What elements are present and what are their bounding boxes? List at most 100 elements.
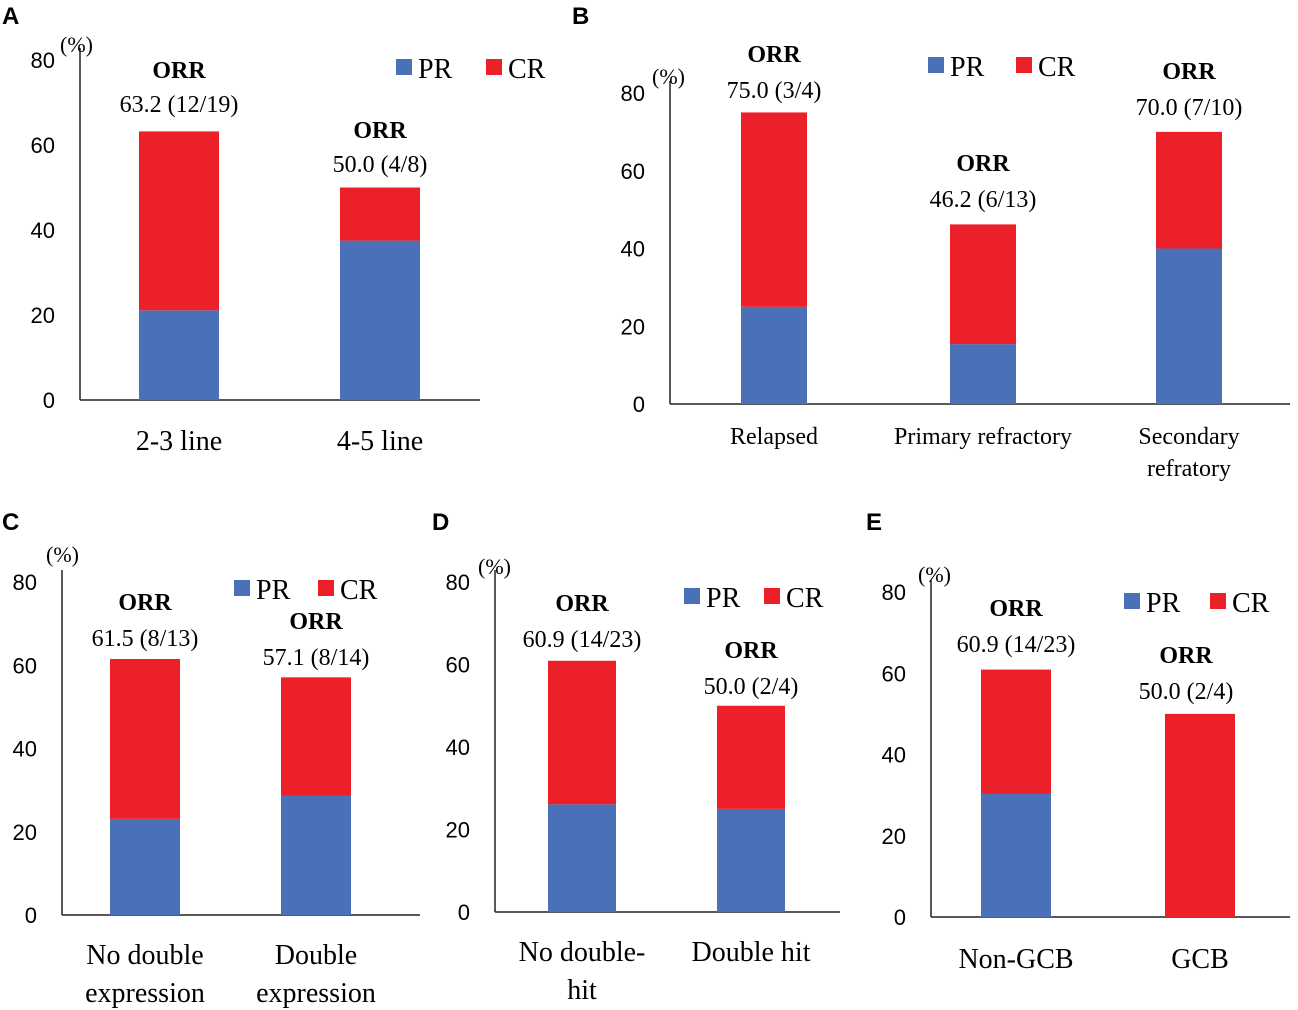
- orr-title: ORR: [152, 58, 206, 84]
- x-category-label: No double: [86, 940, 203, 971]
- orr-value: 61.5 (8/13): [92, 626, 199, 652]
- legend-pr-swatch: [396, 59, 412, 75]
- bar-pr-segment: [139, 310, 219, 400]
- panel-B: B 0 20 40 60 80 (%) Relapsed ORR 75.0 (3/4) Primar…: [572, 3, 1290, 482]
- panel-E: E 0 20 40 60 80 (%) Non-GCB ORR 60.9 (14/23) GCB OR…: [866, 509, 1290, 975]
- y-tick-label: 40: [31, 218, 55, 243]
- panel-letter: C: [2, 509, 19, 536]
- y-tick-label: 60: [13, 653, 37, 678]
- bar-cr-segment: [981, 669, 1051, 794]
- bar-pr-segment: [110, 818, 180, 915]
- legend-cr-label: CR: [786, 583, 824, 614]
- orr-title: ORR: [989, 596, 1043, 622]
- bar-pr-segment: [1156, 248, 1222, 404]
- bar-pr-segment: [340, 240, 420, 400]
- x-category-label: GCB: [1171, 944, 1229, 975]
- legend-cr-swatch: [318, 580, 334, 596]
- y-tick-label: 20: [621, 314, 645, 339]
- orr-value: 60.9 (14/23): [957, 632, 1076, 658]
- legend-cr-swatch: [486, 59, 502, 75]
- legend-pr-swatch: [1124, 593, 1140, 609]
- orr-value: 50.0 (4/8): [333, 152, 428, 178]
- orr-value: 63.2 (12/19): [120, 92, 239, 118]
- x-category-label: Double hit: [692, 937, 811, 968]
- orr-title: ORR: [353, 118, 407, 144]
- x-category-label: Double: [275, 940, 357, 971]
- panel-letter: A: [2, 3, 19, 30]
- orr-value: 46.2 (6/13): [930, 187, 1037, 213]
- bar-pr-segment: [981, 793, 1051, 917]
- y-tick-label: 80: [882, 580, 906, 605]
- bar-cr-segment: [110, 659, 180, 819]
- legend-cr-label: CR: [508, 54, 546, 85]
- y-tick-label: 40: [621, 237, 645, 262]
- legend-pr-label: PR: [706, 583, 741, 614]
- panel-letter: D: [432, 509, 449, 536]
- x-category-label: refratory: [1147, 456, 1231, 482]
- y-unit-label: (%): [46, 542, 79, 567]
- x-category-label: hit: [567, 975, 597, 1006]
- orr-value: 50.0 (2/4): [704, 674, 799, 700]
- bar-pr-segment: [950, 344, 1016, 404]
- y-tick-label: 20: [13, 820, 37, 845]
- y-tick-label: 0: [633, 392, 645, 417]
- orr-title: ORR: [1162, 59, 1216, 85]
- y-tick-label: 20: [31, 303, 55, 328]
- panel-C: C 0 20 40 60 80 (%) No double expression ORR 61.5 …: [2, 509, 420, 1009]
- y-tick-label: 80: [13, 570, 37, 595]
- orr-value: 70.0 (7/10): [1136, 95, 1243, 121]
- bar-pr-segment: [548, 804, 616, 912]
- y-tick-label: 60: [446, 653, 470, 678]
- y-tick-label: 60: [621, 159, 645, 184]
- legend-cr-label: CR: [340, 575, 378, 606]
- legend-pr-swatch: [928, 57, 944, 73]
- legend-cr-swatch: [1210, 593, 1226, 609]
- legend-pr-swatch: [684, 588, 700, 604]
- legend-pr-label: PR: [256, 575, 291, 606]
- bar-cr-segment: [281, 677, 351, 796]
- y-tick-label: 80: [621, 81, 645, 106]
- x-category-label: Primary refractory: [894, 424, 1072, 450]
- bar-cr-segment: [1165, 713, 1235, 917]
- x-category-label: Secondary: [1138, 424, 1239, 450]
- panel-letter: E: [866, 509, 882, 536]
- orr-title: ORR: [118, 590, 172, 616]
- x-category-label: 4-5 line: [337, 426, 423, 457]
- legend-pr-swatch: [234, 580, 250, 596]
- bar-cr-segment: [139, 131, 219, 311]
- orr-title: ORR: [956, 151, 1010, 177]
- y-unit-label: (%): [652, 64, 685, 89]
- y-tick-label: 0: [458, 900, 470, 925]
- panel-letter: B: [572, 3, 589, 30]
- legend-cr-label: CR: [1038, 52, 1076, 83]
- orr-title: ORR: [289, 609, 343, 635]
- y-tick-label: 0: [25, 903, 37, 928]
- y-tick-label: 20: [446, 818, 470, 843]
- y-tick-label: 40: [446, 735, 470, 760]
- y-tick-label: 40: [882, 743, 906, 768]
- orr-value: 75.0 (3/4): [727, 78, 822, 104]
- y-unit-label: (%): [60, 32, 93, 57]
- panel-A: A 0 20 40 60 80(%) 2-3 line ORR 63.2 (12/19) 4-5 …: [2, 3, 546, 457]
- y-unit-label: (%): [918, 562, 951, 587]
- y-unit-label: (%): [478, 554, 511, 579]
- x-category-label: expression: [85, 978, 205, 1009]
- panel-D: D 0 20 40 60 80 (%) No double-hit ORR 60.9 (14/23…: [432, 509, 840, 1006]
- y-tick-label: 60: [31, 133, 55, 158]
- legend-pr-label: PR: [950, 52, 985, 83]
- orr-value: 60.9 (14/23): [523, 627, 642, 653]
- x-category-label: Relapsed: [730, 424, 818, 450]
- y-tick-label: 60: [882, 661, 906, 686]
- bar-pr-segment: [741, 306, 807, 404]
- legend-cr-label: CR: [1232, 588, 1270, 619]
- orr-title: ORR: [555, 591, 609, 617]
- x-category-label: 2-3 line: [136, 426, 222, 457]
- y-tick-label: 0: [894, 905, 906, 930]
- y-tick-label: 80: [31, 48, 55, 73]
- orr-value: 50.0 (2/4): [1139, 679, 1234, 705]
- bar-pr-segment: [717, 808, 785, 912]
- x-category-label: Non-GCB: [958, 944, 1073, 975]
- bar-cr-segment: [340, 187, 420, 241]
- x-category-label: No double-: [519, 937, 646, 968]
